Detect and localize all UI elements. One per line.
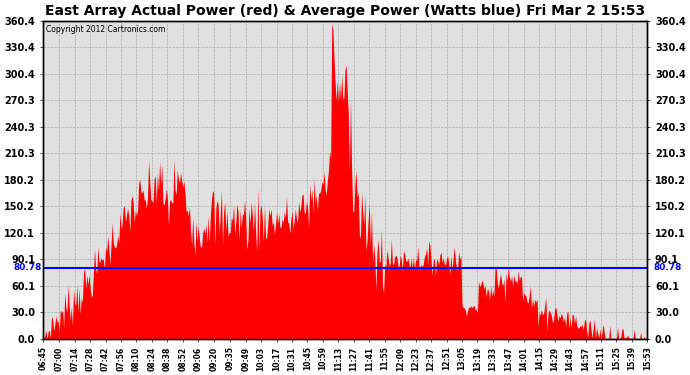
Text: 80.78: 80.78: [653, 263, 682, 272]
Text: 80.78: 80.78: [13, 263, 41, 272]
Title: East Array Actual Power (red) & Average Power (Watts blue) Fri Mar 2 15:53: East Array Actual Power (red) & Average …: [45, 4, 645, 18]
Text: Copyright 2012 Cartronics.com: Copyright 2012 Cartronics.com: [46, 26, 165, 34]
